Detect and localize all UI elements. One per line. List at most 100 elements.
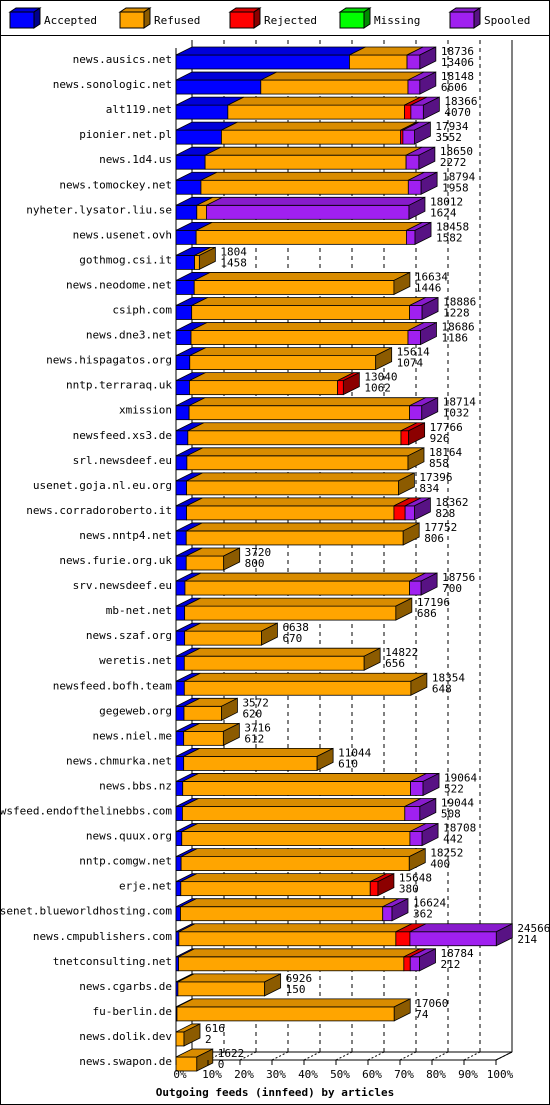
bar-end-face bbox=[183, 1023, 201, 1047]
bar-segment-top bbox=[188, 397, 426, 407]
bar-segment-refused bbox=[188, 405, 410, 421]
bar-row bbox=[175, 747, 334, 772]
bar-end-face bbox=[402, 522, 420, 546]
host-label: news.niel.me bbox=[93, 729, 172, 742]
host-label: news.bbs.nz bbox=[99, 779, 172, 792]
bar-segment-refused bbox=[175, 1031, 185, 1047]
legend-swatch-side bbox=[253, 7, 261, 29]
bar-segment-accepted bbox=[175, 280, 195, 295]
host-label: pionier.net.pl bbox=[79, 128, 172, 141]
bar-segment-top bbox=[184, 647, 381, 657]
bar-segment-accepted bbox=[175, 54, 350, 70]
legend-swatch-side bbox=[363, 7, 371, 29]
bar-row bbox=[175, 772, 440, 797]
bar-segment-top bbox=[183, 748, 334, 757]
bar-end-face bbox=[198, 246, 216, 271]
bar-segment-accepted bbox=[175, 204, 198, 220]
bar-end-face bbox=[196, 1048, 214, 1072]
offered-value: 18794 bbox=[442, 170, 475, 183]
bars bbox=[175, 46, 513, 1072]
bar-segment-accepted bbox=[175, 505, 187, 521]
host-label: news.swapon.de bbox=[79, 1055, 172, 1068]
bar-segment-refused bbox=[184, 630, 262, 646]
bar-end-face bbox=[408, 196, 426, 220]
host-label: news.neodome.net bbox=[66, 278, 172, 291]
bar-row bbox=[175, 1048, 214, 1072]
accepted-value: 670 bbox=[282, 632, 302, 645]
accepted-value: 13406 bbox=[441, 56, 474, 69]
offered-value: 3720 bbox=[245, 546, 272, 559]
host-label: news.1d4.us bbox=[99, 153, 172, 166]
bar-row bbox=[175, 873, 395, 897]
host-label: alt119.net bbox=[106, 103, 172, 116]
grid-floor-line bbox=[431, 1051, 449, 1061]
bar-segment-top bbox=[184, 597, 413, 607]
bar-segment-spooled bbox=[410, 781, 424, 796]
offered-value: 17060 bbox=[415, 997, 448, 1010]
x-tick-label: 10% bbox=[202, 1068, 222, 1081]
bar-segment-refused bbox=[185, 555, 225, 571]
bar-end-face bbox=[422, 772, 440, 797]
host-label: fu-berlin.de bbox=[93, 1005, 172, 1018]
bar-segment-top bbox=[195, 221, 423, 231]
legend-label: Spooled bbox=[484, 14, 530, 27]
bar-end-face bbox=[421, 822, 439, 847]
bar-row bbox=[175, 822, 439, 847]
bar-segment-refused bbox=[189, 355, 377, 371]
accepted-value: 620 bbox=[242, 707, 262, 720]
bar-row bbox=[175, 121, 431, 145]
bar-segment-accepted bbox=[175, 430, 189, 446]
bar-segment-accepted bbox=[175, 630, 186, 646]
bar-segment-refused bbox=[195, 229, 407, 245]
bar-segment-accepted bbox=[175, 680, 185, 696]
bar-row bbox=[175, 847, 426, 872]
bar-end-face bbox=[418, 146, 436, 170]
bar-segment-top bbox=[180, 873, 387, 883]
bar-segment-top bbox=[186, 497, 411, 507]
accepted-value: 214 bbox=[517, 933, 537, 946]
host-label: news.cgarbs.de bbox=[79, 980, 172, 993]
bar-row bbox=[175, 998, 411, 1022]
bar-segment-refused bbox=[260, 79, 409, 95]
bar-segment-refused bbox=[189, 380, 339, 396]
offered-value: 11044 bbox=[338, 746, 371, 759]
host-label: news.dne3.net bbox=[86, 329, 172, 342]
accepted-value: 610 bbox=[338, 757, 358, 770]
bar-segment-top bbox=[177, 973, 281, 983]
x-tick-label: 80% bbox=[426, 1068, 446, 1081]
bar-end-face bbox=[420, 321, 437, 346]
bar-end-face bbox=[375, 346, 393, 371]
offered-value: 6638 bbox=[282, 621, 309, 634]
bar-segment-refused bbox=[349, 54, 408, 70]
legend-swatch-side bbox=[33, 7, 41, 29]
offered-value: 18012 bbox=[430, 195, 463, 208]
accepted-value: 508 bbox=[441, 808, 461, 821]
accepted-value: 926 bbox=[430, 432, 450, 445]
accepted-value: 6606 bbox=[441, 81, 468, 94]
grid-floor-line bbox=[335, 1051, 353, 1061]
bar-end-face bbox=[420, 572, 438, 596]
x-tick-label: 50% bbox=[330, 1068, 350, 1081]
bar-segment-top bbox=[181, 823, 427, 832]
host-label: nntp.comgw.net bbox=[79, 855, 172, 868]
bar-segment-accepted bbox=[175, 104, 229, 120]
host-label: news.dolik.dev bbox=[79, 1030, 172, 1043]
bar-end-face bbox=[342, 372, 360, 396]
offered-value: 16634 bbox=[415, 270, 448, 283]
bar-end-face bbox=[222, 722, 240, 746]
host-label: news.cmpublishers.com bbox=[33, 930, 172, 943]
x-axis: 0% 10% 20% 30% 40% 50% 60% 70% 80% 90% 100% bbox=[173, 1060, 514, 1081]
bar-segment-refused bbox=[196, 204, 207, 220]
x-tick-label: 70% bbox=[394, 1068, 414, 1081]
x-tick-label: 90% bbox=[458, 1068, 478, 1081]
bar-row bbox=[175, 973, 282, 997]
bar-segment-refused bbox=[191, 305, 410, 320]
legend-swatch bbox=[339, 11, 365, 29]
legend-swatch-side bbox=[473, 7, 481, 29]
offered-value: 1804 bbox=[220, 245, 247, 258]
bar-segment-top bbox=[178, 948, 421, 958]
host-label: erje.net bbox=[119, 880, 172, 893]
bar-segment-top bbox=[194, 272, 411, 281]
bar-segment-spooled bbox=[406, 54, 421, 70]
offered-value: 18784 bbox=[441, 947, 474, 960]
